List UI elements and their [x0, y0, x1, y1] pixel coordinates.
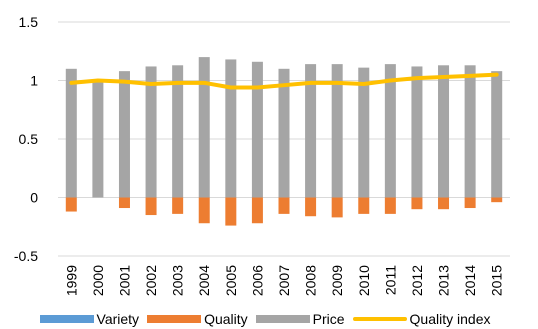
y-tick-label: 1 [30, 73, 38, 89]
bar-layer [65, 57, 503, 226]
bar-quality [118, 197, 130, 209]
x-tick-label: 2000 [90, 265, 106, 296]
legend-label-quality-index: Quality index [409, 310, 491, 327]
x-tick-label: 2004 [196, 265, 212, 296]
x-tick-label: 2015 [489, 265, 505, 296]
x-tick-label: 2002 [143, 265, 159, 296]
legend-item-variety: Variety [39, 310, 140, 327]
legend-item-quality: Quality [147, 311, 248, 327]
bar-quality [172, 197, 184, 214]
x-tick-label: 2010 [356, 265, 372, 296]
x-tick-label: 2005 [223, 265, 239, 296]
y-tick-label: -0.5 [14, 248, 38, 264]
x-tick-label: 2011 [382, 265, 398, 295]
legend-swatch-variety [39, 314, 94, 323]
x-tick-label: 2013 [436, 265, 452, 296]
bar-price [145, 66, 157, 198]
x-tick-label: 2014 [462, 265, 478, 296]
bar-quality [358, 197, 370, 214]
bar-price [251, 61, 263, 198]
x-tick-label: 2006 [249, 265, 265, 296]
bar-quality [198, 197, 210, 224]
legend-item-price: Price [255, 310, 345, 327]
bar-price [305, 64, 317, 198]
bar-price [118, 71, 130, 198]
bar-quality [491, 197, 503, 203]
y-tick-label: 1.5 [19, 14, 39, 30]
bar-quality [384, 197, 396, 214]
legend-label-variety: Variety [96, 310, 140, 327]
bar-quality [464, 197, 476, 209]
bar-quality [331, 197, 343, 218]
bar-price [384, 64, 396, 198]
bar-price [411, 66, 423, 198]
legend-line-quality-index [352, 316, 407, 321]
x-tick-label: 1999 [63, 265, 79, 296]
bar-price [92, 80, 104, 198]
y-tick-label: 0 [30, 190, 38, 206]
legend-label-price: Price [312, 310, 345, 327]
bar-quality [251, 197, 263, 224]
bar-price [331, 64, 343, 198]
bar-quality [278, 197, 290, 214]
legend-swatch-price [255, 314, 310, 323]
legend-item-quality-index: Quality index [352, 310, 491, 327]
y-tick-label: 0.5 [19, 131, 39, 147]
bar-quality [145, 197, 157, 216]
chart-plot: 1.5 1 0.5 0 -0.5 1999 2000 2001 2002 2003 2004 2005… [14, 14, 510, 296]
bar-price [464, 65, 476, 198]
legend-label-quality: Quality [204, 310, 248, 327]
x-tick-label: 2003 [170, 265, 186, 296]
line-quality-index [69, 72, 499, 90]
bar-price [172, 65, 184, 198]
x-tick-label: 2007 [276, 265, 292, 296]
bar-quality [411, 197, 423, 210]
bar-price [225, 59, 237, 198]
bar-price [278, 68, 290, 198]
bar-price [198, 57, 210, 198]
bar-price [65, 68, 77, 198]
line-layer [69, 72, 499, 90]
x-tick-label: 2001 [116, 265, 132, 296]
bar-price [491, 71, 503, 198]
bar-quality [305, 197, 317, 217]
bar-price [438, 65, 450, 198]
legend-swatch-quality [147, 314, 202, 323]
x-tick-label: 2012 [409, 265, 425, 296]
axis-layer: 1.5 1 0.5 0 -0.5 1999 2000 2001 2002 2003 2004 2005… [14, 14, 505, 296]
bar-price [358, 67, 370, 198]
x-tick-label: 2009 [329, 265, 345, 296]
bar-quality [438, 197, 450, 210]
legend: Variety Quality Price Quality index [0, 308, 538, 329]
bar-quality [225, 197, 237, 226]
bar-quality [65, 197, 77, 212]
x-tick-label: 2008 [303, 265, 319, 296]
